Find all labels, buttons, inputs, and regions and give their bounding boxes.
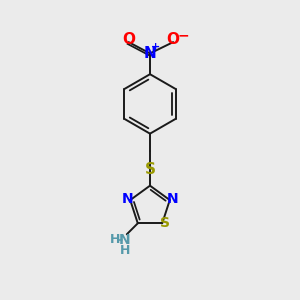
Text: O: O bbox=[167, 32, 180, 47]
Text: +: + bbox=[151, 42, 160, 52]
Text: N: N bbox=[119, 233, 131, 247]
Text: −: − bbox=[178, 28, 189, 43]
Text: H: H bbox=[110, 232, 120, 246]
Text: H: H bbox=[120, 244, 130, 257]
Text: N: N bbox=[122, 192, 134, 206]
Text: S: S bbox=[160, 216, 170, 230]
Text: O: O bbox=[122, 32, 135, 47]
Text: S: S bbox=[145, 162, 155, 177]
Text: N: N bbox=[144, 46, 156, 61]
Text: N: N bbox=[167, 192, 178, 206]
